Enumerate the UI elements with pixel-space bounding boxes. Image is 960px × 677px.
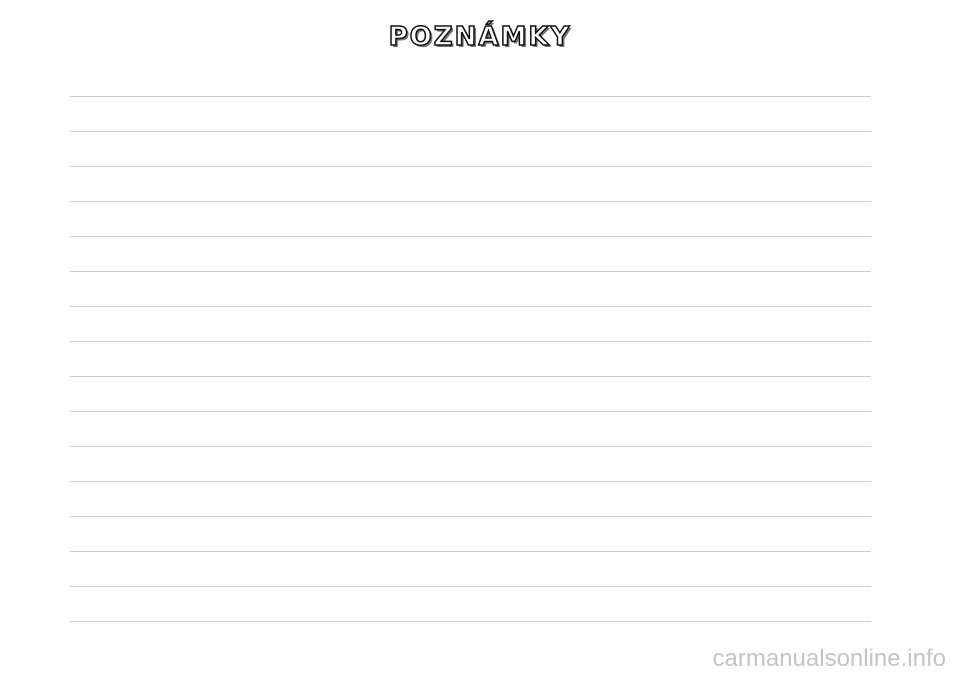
ruled-line [70, 516, 871, 517]
page-title: POZNÁMKY [388, 21, 572, 53]
watermark: carmanualsonline.info [712, 645, 946, 672]
ruled-line [70, 551, 871, 552]
ruled-line [70, 341, 871, 342]
ruled-line [70, 481, 871, 482]
ruled-line [70, 306, 871, 307]
ruled-line [70, 201, 871, 202]
ruled-line [70, 236, 871, 237]
ruled-line [70, 131, 871, 132]
ruled-line [70, 271, 871, 272]
ruled-line [70, 446, 871, 447]
ruled-line [70, 621, 871, 622]
ruled-line [70, 411, 871, 412]
ruled-line [70, 166, 871, 167]
ruled-line [70, 586, 871, 587]
ruled-line [70, 96, 871, 97]
ruled-line [70, 376, 871, 377]
